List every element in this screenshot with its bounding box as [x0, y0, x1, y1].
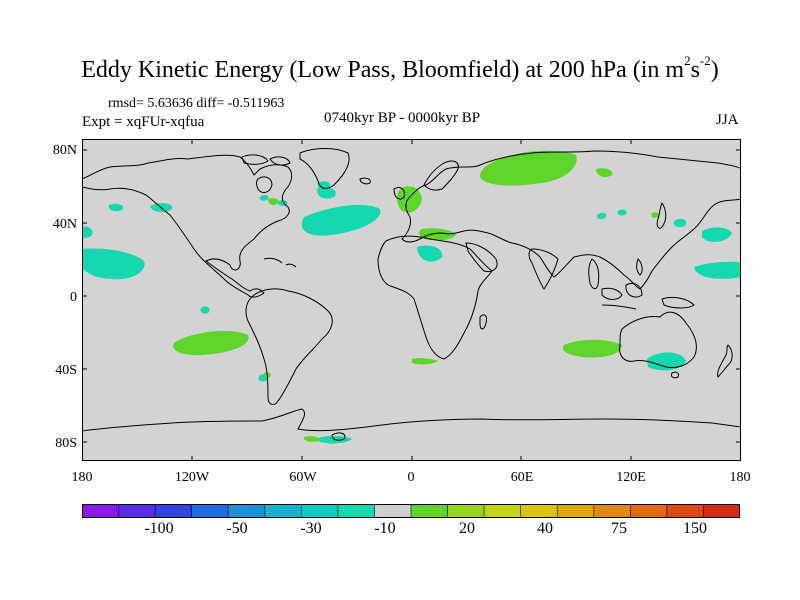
colorbar-swatch — [191, 504, 229, 518]
lat-label-40s: 40S — [55, 363, 77, 378]
coastlines — [82, 148, 741, 441]
title-sup-1: 2 — [684, 53, 691, 68]
axis-ticks — [82, 139, 741, 461]
lon-label-120e: 120E — [616, 470, 646, 485]
lon-label-180w: 180 — [71, 470, 93, 485]
colorbar-swatch — [556, 504, 595, 518]
title-sup-2: -2 — [699, 53, 711, 68]
colorbar-swatch — [118, 504, 156, 518]
positive-anomaly-regions — [173, 150, 659, 442]
title-unit-s: s — [690, 57, 700, 83]
lon-label-180e: 180 — [729, 470, 751, 485]
colorbar-label-8: 150 — [683, 520, 707, 537]
world-map — [82, 139, 741, 461]
colorbar-label-2: -50 — [226, 520, 248, 537]
lon-label-60e: 60E — [510, 470, 534, 485]
lon-label-0: 0 — [407, 470, 415, 485]
colorbar-swatch — [82, 504, 120, 518]
lon-label-60w: 60W — [289, 470, 317, 485]
title-text: Eddy Kinetic Energy (Low Pass, Bloomfiel… — [81, 57, 685, 83]
colorbar-label-7: 75 — [611, 520, 627, 537]
chart-title: Eddy Kinetic Energy (Low Pass, Bloomfiel… — [0, 53, 800, 84]
colorbar-swatch — [154, 504, 193, 518]
colorbar-swatches — [82, 504, 740, 518]
lat-label-80n: 80N — [52, 143, 77, 158]
colorbar-swatch — [666, 504, 705, 518]
colorbar-label-3: -30 — [300, 520, 322, 537]
colorbar-swatch — [520, 504, 558, 518]
colorbar-swatch — [593, 504, 632, 518]
colorbar-swatch — [374, 504, 412, 518]
colorbar-swatch — [264, 504, 303, 518]
season-label: JJA — [716, 112, 739, 128]
colorbar-label-6: 40 — [537, 520, 553, 537]
time-period-label: 0740kyr BP - 0000kyr BP — [324, 110, 481, 126]
colorbar-swatch — [337, 504, 376, 518]
title-close: ) — [710, 57, 719, 83]
experiment-label: Expt = xqFUr-xqfua — [82, 114, 205, 130]
colorbar-label-5: 20 — [459, 520, 475, 537]
colorbar-label-4: -10 — [374, 520, 396, 537]
lat-label-0: 0 — [70, 290, 77, 305]
lat-label-80s: 80S — [55, 436, 77, 451]
colorbar-swatch — [630, 504, 668, 518]
colorbar-swatch — [227, 504, 266, 518]
colorbar — [82, 504, 740, 518]
colorbar-swatch — [703, 504, 740, 518]
colorbar-swatch — [410, 504, 449, 518]
lat-label-40n: 40N — [52, 217, 77, 232]
colorbar-swatch — [301, 504, 339, 518]
colorbar-swatch — [483, 504, 522, 518]
rmsd-diff-stats: rmsd= 5.63636 diff= -0.511963 — [108, 96, 285, 111]
lon-label-120w: 120W — [174, 470, 210, 485]
colorbar-frame — [82, 504, 740, 518]
colorbar-label-1: -100 — [144, 520, 174, 537]
colorbar-swatch — [447, 504, 485, 518]
